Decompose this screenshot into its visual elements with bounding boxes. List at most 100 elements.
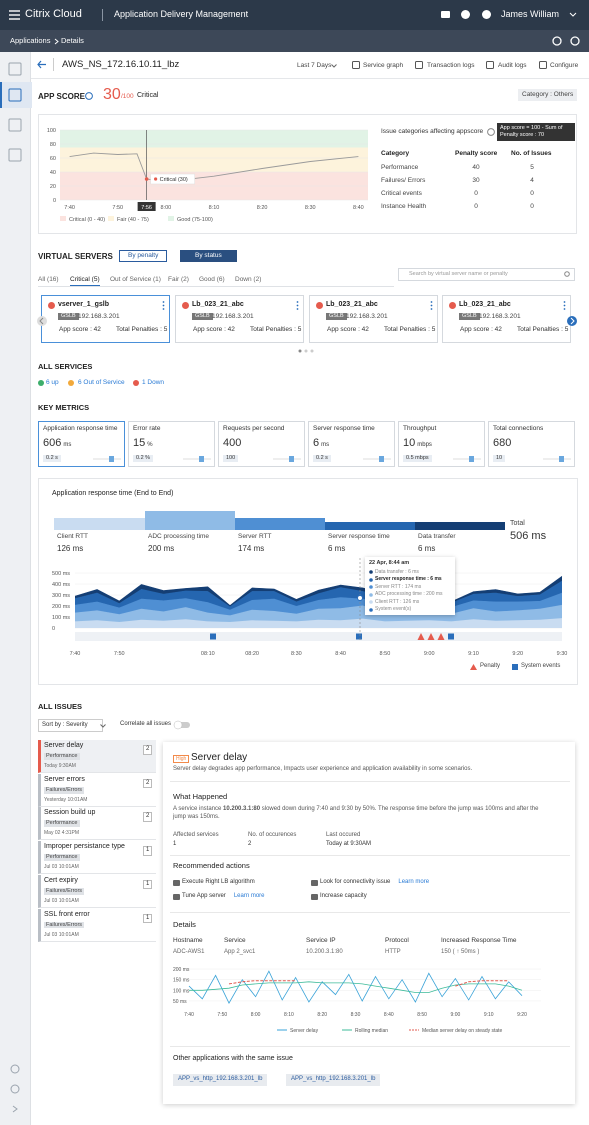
top-icon[interactable] (461, 10, 470, 19)
metric-card[interactable] (488, 421, 575, 467)
segment-name: Server RTT (238, 533, 272, 540)
area-edge (74, 576, 563, 606)
service-status[interactable]: 1 Down (142, 379, 165, 386)
tooltip-swatch (369, 570, 373, 574)
tooltip-swatch (369, 607, 373, 612)
menu-icon[interactable] (9, 9, 21, 21)
toolbar-icon[interactable] (570, 36, 580, 46)
recommended-action[interactable]: Look for connectivity issue Learn more (320, 879, 430, 885)
toggle-button[interactable]: By status (180, 250, 237, 263)
more-icon[interactable] (430, 301, 433, 310)
sidebar-icon[interactable] (10, 1064, 20, 1074)
server-ip: 192.168.3.201 (479, 313, 521, 320)
tab[interactable]: Fair (2) (168, 276, 189, 283)
search-placeholder: Search by virtual server name or penalty (409, 271, 508, 277)
learn-more-link[interactable]: Learn more (233, 893, 265, 899)
dot (430, 304, 433, 307)
toolbar-icon[interactable] (552, 36, 562, 46)
user-name[interactable]: James William (501, 9, 560, 19)
issue-title: Server errors (44, 775, 85, 783)
metric-card[interactable] (218, 421, 305, 467)
tab[interactable]: All (16) (38, 276, 59, 283)
metric-unit: ms (63, 442, 72, 448)
top-icon[interactable] (482, 10, 491, 19)
header-action[interactable]: Service graph (363, 62, 404, 69)
icon-shape (68, 380, 74, 386)
more-icon[interactable] (296, 301, 299, 310)
toggle-button[interactable]: By penalty (119, 250, 168, 263)
dot (162, 308, 165, 310)
sidebar-icon[interactable] (10, 1084, 20, 1094)
metric-value-group: 10 mbps (403, 437, 432, 451)
sidebar-icon[interactable] (8, 62, 22, 76)
learn-more-link[interactable]: Learn more (398, 879, 430, 885)
segment-name: ADC processing time (148, 533, 210, 540)
recommended-action[interactable]: Increase capacity (320, 893, 367, 899)
sidebar-icon[interactable] (8, 118, 22, 132)
recommended-action[interactable]: Tune App server Learn more (182, 893, 265, 899)
header-action[interactable]: Configure (550, 62, 579, 69)
icon-shape (173, 880, 180, 886)
search-box[interactable] (398, 268, 575, 281)
metric-card[interactable] (128, 421, 215, 467)
metric-card[interactable] (308, 421, 395, 467)
details-cell: App 2_svc1 (224, 949, 256, 955)
dot (162, 301, 165, 303)
x-tick-label: 9:30 (557, 651, 568, 657)
toggle-knob (173, 720, 183, 730)
app-chip[interactable]: APP_vs_http_192.168.3.201_lb (286, 1074, 381, 1086)
sidebar-icon[interactable] (8, 88, 22, 102)
delay-chart: 50 ms 100 ms 150 ms 200 ms 7:40 7:50 8:00 8:10 8… (173, 967, 541, 1034)
issue-tag: Failures/Errors (44, 921, 85, 929)
info-icon (85, 92, 93, 100)
penalty-icon (417, 633, 425, 640)
sort-select[interactable]: Sort by : Severity (38, 719, 103, 732)
more-icon[interactable] (162, 301, 165, 310)
dot (430, 308, 433, 310)
issue-tag: Failures/Errors (44, 887, 85, 895)
tab[interactable]: Good (6) (199, 276, 225, 283)
header-action[interactable]: Audit logs (498, 62, 527, 69)
sidebar-icon[interactable] (8, 148, 22, 162)
icon-shape (564, 271, 570, 277)
metric-delta: 10 (493, 455, 506, 462)
recommended-action[interactable]: Execute Right LB algorithm (182, 879, 255, 885)
service-status[interactable]: 6 Out of Service (78, 379, 125, 386)
app-score: 30 (103, 86, 121, 103)
tab[interactable]: Critical (5) (70, 276, 100, 287)
breadcrumb-link[interactable]: Applications (10, 36, 51, 45)
chevron (12, 1105, 18, 1113)
header-action[interactable]: Transaction logs (427, 62, 475, 69)
correlate-toggle[interactable] (173, 720, 190, 730)
metric-value: 10 (403, 437, 416, 449)
metric-card[interactable] (398, 421, 485, 467)
tooltip-item: System event(s) (375, 606, 412, 612)
app-chip[interactable]: APP_vs_http_192.168.3.201_lb (173, 1074, 268, 1086)
top-icon[interactable] (441, 10, 450, 19)
user-chevron[interactable] (569, 12, 577, 18)
dot (298, 349, 302, 353)
metric-card[interactable] (38, 421, 125, 467)
server-card[interactable] (309, 295, 438, 343)
icon-shape (449, 302, 456, 309)
legend-label: System events (521, 663, 561, 669)
back-button[interactable] (37, 60, 47, 69)
subsection-title: What Happened (173, 792, 228, 801)
details-cell: ADC-AWS1 (173, 949, 205, 955)
more-icon[interactable] (563, 301, 566, 310)
service-status[interactable]: 6 up (46, 379, 59, 386)
period-select[interactable]: Last 7 Days (297, 62, 332, 69)
chevron (54, 38, 59, 45)
sidebar-expand[interactable] (11, 1105, 19, 1113)
tab[interactable]: Down (2) (235, 276, 262, 283)
response-area-chart: 0 100 ms 200 ms 300 ms 400 ms 500 ms 7:40 7:50 0… (52, 558, 568, 657)
carousel-arrow[interactable] (37, 316, 47, 326)
carousel-arrow[interactable] (567, 316, 577, 326)
tab[interactable]: Out of Service (1) (110, 276, 161, 283)
y-tick-label: 500 ms (52, 571, 70, 577)
issue-item[interactable] (38, 773, 156, 807)
section-title: VIRTUAL SERVERS (38, 252, 113, 261)
action-icon (539, 61, 547, 69)
metric-value-group: 15% (133, 437, 153, 451)
server-name: vserver_1_gslb (58, 301, 109, 308)
